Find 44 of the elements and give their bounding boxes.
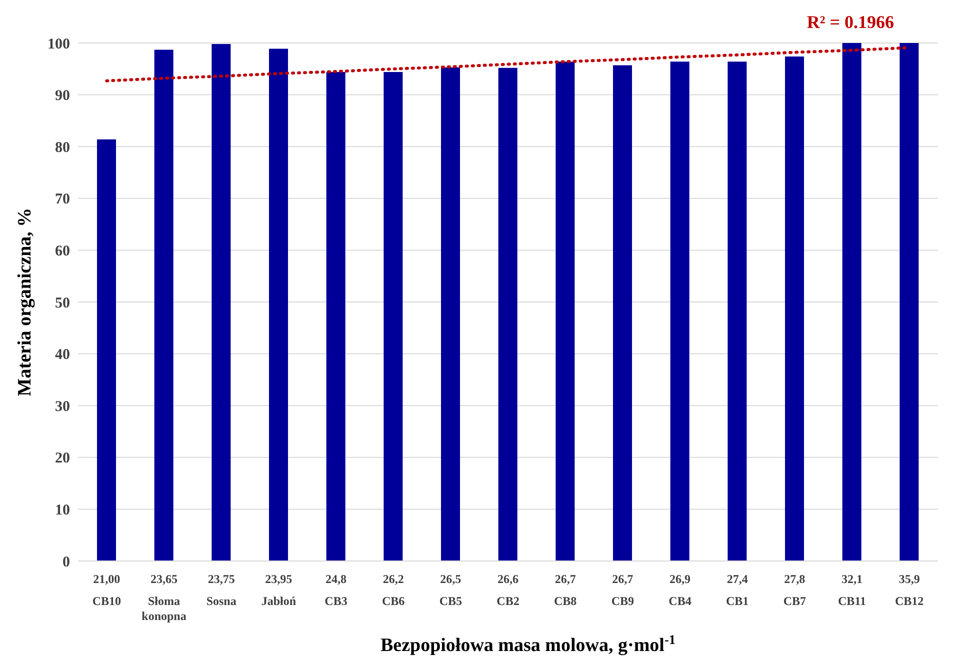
bar <box>498 68 518 561</box>
text: R² = 0.1966 <box>806 12 894 33</box>
bar <box>384 72 403 561</box>
x-tick-label: 26,7 CB9 <box>611 572 634 608</box>
bar <box>556 62 575 561</box>
y-tick-label: 90 <box>55 88 70 104</box>
x-tick-label: 26,5 CB5 <box>439 572 462 608</box>
y-tick-label: 10 <box>55 502 70 519</box>
x-tick-label: 26,9 CB4 <box>668 572 692 608</box>
y-tick-label: 30 <box>55 398 70 415</box>
x-tick-label: 23,95 Jabłoń <box>261 572 296 608</box>
bar <box>842 43 862 561</box>
x-tick-label: 23,65 Słoma konopna <box>142 572 186 623</box>
bar <box>269 48 288 561</box>
x-tick-label: 23,75 Sosna <box>206 572 236 608</box>
x-tick-label: 24,8 CB3 <box>324 572 348 608</box>
bar <box>212 44 231 561</box>
bar <box>326 72 346 561</box>
y-tick-label: 40 <box>55 347 70 364</box>
x-tick-label: 26,6 CB2 <box>496 572 520 608</box>
y-tick-label: 60 <box>55 244 70 260</box>
y-tick-label: 20 <box>55 450 70 467</box>
bar <box>785 56 804 561</box>
bar <box>441 67 460 561</box>
x-tick-label: 21,00 CB10 <box>92 572 122 608</box>
bar <box>728 62 747 561</box>
x-tick-label: 35,9 CB12 <box>894 572 924 608</box>
bar <box>670 62 690 561</box>
y-tick-label: 0 <box>62 554 70 570</box>
x-tick-label: 27,8 CB7 <box>783 572 806 608</box>
x-tick-label: 26,2 CB6 <box>382 572 405 608</box>
y-tick-label: 50 <box>55 295 70 312</box>
x-axis-title: Bezpopiołowa masa molowa, g·mol$^{-1}$ <box>380 632 676 656</box>
bar <box>97 139 116 561</box>
y-tick-label: 70 <box>55 192 70 208</box>
x-tick-label: 26,7 CB8 <box>554 572 577 608</box>
y-tick-label: 100 <box>48 36 70 52</box>
x-tick-label: 27,4 CB1 <box>726 572 749 608</box>
bar <box>613 65 632 561</box>
y-tick-label: 80 <box>55 140 70 156</box>
bar <box>154 50 174 561</box>
bar <box>900 43 919 561</box>
x-tick-label: 32,1 CB11 <box>838 572 866 608</box>
y-axis-title: Materia organiczna, % <box>14 208 36 396</box>
